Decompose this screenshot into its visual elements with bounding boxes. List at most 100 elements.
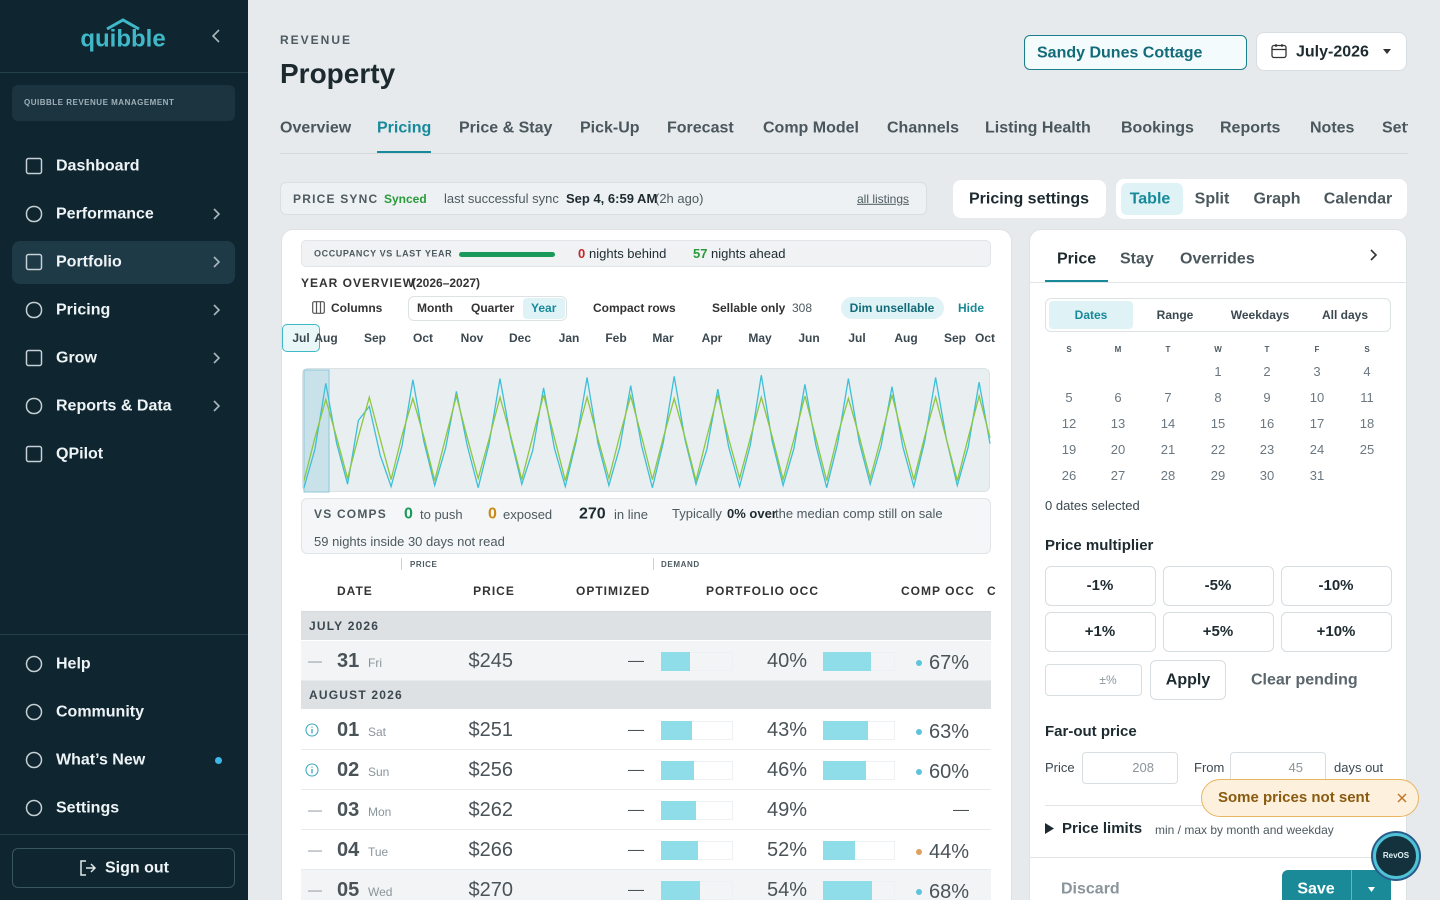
- tab[interactable]: Listing Health: [985, 119, 1091, 137]
- table-row[interactable]: [301, 641, 991, 681]
- month-label[interactable]: Jul: [848, 330, 866, 345]
- dim-toggle[interactable]: Dim unsellable: [849, 300, 935, 315]
- column-header[interactable]: PORTFOLIO OCC: [706, 583, 819, 598]
- compact-toggle[interactable]: Compact rows: [593, 300, 676, 315]
- calendar-day[interactable]: 11: [1360, 390, 1374, 406]
- calendar-day[interactable]: 28: [1160, 468, 1176, 484]
- mode-option[interactable]: All days: [1321, 307, 1369, 322]
- month-label[interactable]: Sep: [363, 330, 387, 345]
- step-button[interactable]: [1281, 612, 1392, 652]
- columns-button[interactable]: Columns: [331, 300, 383, 315]
- month-label[interactable]: Sep: [943, 330, 967, 345]
- tab[interactable]: Pricing: [377, 119, 432, 137]
- calendar-day[interactable]: 23: [1259, 442, 1275, 458]
- month-label[interactable]: Mar: [652, 330, 674, 345]
- calendar-day[interactable]: 21: [1160, 442, 1176, 458]
- mode-option[interactable]: Weekdays: [1230, 307, 1290, 322]
- apply-button[interactable]: [1150, 660, 1226, 700]
- editor-tab[interactable]: Stay: [1120, 250, 1154, 268]
- step-label[interactable]: +5%: [1202, 623, 1234, 640]
- step-label[interactable]: -1%: [1086, 577, 1114, 594]
- price-input[interactable]: [1082, 752, 1178, 784]
- tab[interactable]: Overview: [280, 119, 352, 137]
- column-header[interactable]: DATE: [337, 583, 373, 598]
- nav-item[interactable]: Settings: [56, 799, 120, 817]
- nav-item[interactable]: Grow: [56, 349, 97, 367]
- nav-item[interactable]: Dashboard: [56, 157, 140, 175]
- calendar-day[interactable]: 24: [1309, 442, 1325, 458]
- hide-toggle[interactable]: Hide: [958, 300, 985, 315]
- calendar-day[interactable]: 26: [1061, 468, 1077, 484]
- step-label[interactable]: +1%: [1084, 623, 1116, 640]
- step-button[interactable]: [1163, 566, 1274, 606]
- calendar-day[interactable]: 31: [1309, 468, 1325, 484]
- custom-input[interactable]: [1045, 664, 1142, 696]
- step-button[interactable]: [1281, 566, 1392, 606]
- apply[interactable]: Apply: [1165, 671, 1211, 689]
- sign-out-button[interactable]: [12, 848, 235, 888]
- limits-title[interactable]: Price limits: [1062, 820, 1143, 837]
- month-label[interactable]: Apr: [701, 330, 723, 345]
- month-select[interactable]: [1256, 32, 1407, 71]
- mode-option[interactable]: Range: [1156, 307, 1194, 322]
- calendar-day[interactable]: 14: [1160, 416, 1176, 432]
- step-button[interactable]: [1045, 612, 1156, 652]
- sign-out[interactable]: Sign out: [105, 859, 169, 877]
- step-label[interactable]: -5%: [1204, 577, 1232, 594]
- view-option[interactable]: Split: [1194, 190, 1230, 208]
- step-button[interactable]: [1045, 566, 1156, 606]
- table-row[interactable]: [301, 790, 991, 830]
- calendar-day[interactable]: 22: [1210, 442, 1226, 458]
- nav-item[interactable]: Portfolio: [56, 253, 122, 271]
- month-label[interactable]: May: [748, 330, 772, 345]
- toast[interactable]: [1201, 779, 1419, 817]
- calendar-day[interactable]: 2: [1263, 364, 1271, 380]
- period-option[interactable]: Quarter: [471, 300, 515, 315]
- nav-item[interactable]: Pricing: [56, 301, 111, 319]
- editor-tab[interactable]: Overrides: [1180, 250, 1255, 268]
- nav-item[interactable]: Performance: [56, 205, 154, 223]
- month-label[interactable]: Jun: [798, 330, 820, 345]
- tab[interactable]: Comp Model: [763, 119, 859, 137]
- month-label[interactable]: Aug: [314, 330, 338, 345]
- view-option[interactable]: Graph: [1253, 190, 1301, 208]
- assistant-badge[interactable]: RevOS: [1373, 833, 1419, 879]
- calendar-day[interactable]: 18: [1359, 416, 1375, 432]
- calendar-day[interactable]: 30: [1259, 468, 1275, 484]
- calendar-day[interactable]: 3: [1313, 364, 1321, 380]
- editor-tab[interactable]: Price: [1057, 250, 1097, 268]
- month-label[interactable]: Oct: [412, 330, 434, 345]
- tab[interactable]: Settings: [1382, 119, 1408, 137]
- sellable-toggle[interactable]: Sellable only: [712, 300, 786, 315]
- calendar-day[interactable]: 19: [1061, 442, 1077, 458]
- calendar-day[interactable]: 20: [1110, 442, 1126, 458]
- calendar-day[interactable]: 17: [1309, 416, 1325, 432]
- nav-item[interactable]: Help: [56, 655, 91, 673]
- period-option[interactable]: Year: [531, 300, 557, 315]
- calendar-day[interactable]: 15: [1210, 416, 1226, 432]
- tab[interactable]: Forecast: [667, 119, 734, 137]
- calendar-day[interactable]: 6: [1114, 390, 1122, 406]
- column-header[interactable]: PRICE: [473, 583, 515, 598]
- step-button[interactable]: [1163, 612, 1274, 652]
- clear-pending[interactable]: Clear pending: [1251, 671, 1358, 689]
- nav-active[interactable]: [12, 241, 235, 284]
- mode-option[interactable]: Dates: [1074, 307, 1108, 322]
- month-label[interactable]: Oct: [974, 330, 996, 345]
- month-label[interactable]: Feb: [605, 330, 627, 345]
- calendar-day[interactable]: 8: [1214, 390, 1222, 406]
- nav-item[interactable]: What’s New: [56, 751, 146, 769]
- step-label[interactable]: -10%: [1318, 577, 1354, 594]
- calendar-day[interactable]: 4: [1363, 364, 1371, 380]
- discard[interactable]: Discard: [1061, 880, 1120, 898]
- calendar-day[interactable]: 25: [1359, 442, 1375, 458]
- calendar-day[interactable]: 16: [1259, 416, 1275, 432]
- nav-item[interactable]: QPilot: [56, 445, 104, 463]
- view-option[interactable]: Table: [1129, 190, 1171, 208]
- calendar-day[interactable]: 29: [1210, 468, 1226, 484]
- month-label[interactable]: Aug: [894, 330, 918, 345]
- period-option[interactable]: Month: [417, 300, 453, 315]
- month-label[interactable]: Jan: [558, 330, 580, 345]
- calendar-day[interactable]: 10: [1309, 390, 1325, 406]
- nav-item[interactable]: Reports & Data: [56, 397, 172, 415]
